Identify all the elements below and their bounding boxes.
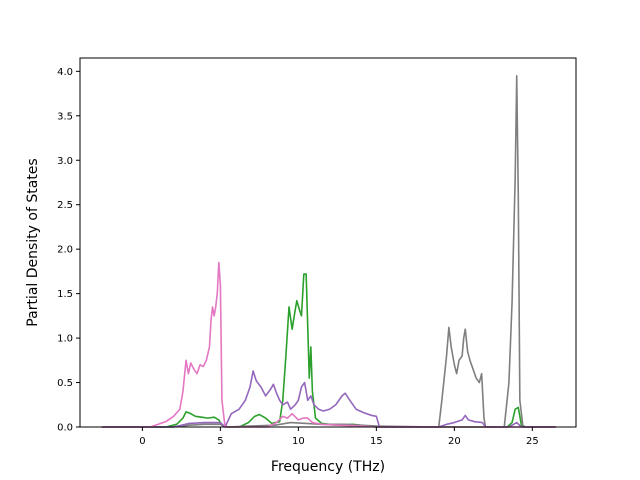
y-tick-label: 1.0 bbox=[57, 334, 73, 345]
y-axis-ticks: 0.0 0.5 1.0 1.5 2.0 2.5 3.0 3.5 4.0 bbox=[57, 67, 80, 434]
x-tick-label: 10 bbox=[292, 436, 305, 447]
series-line-4 bbox=[101, 261, 556, 428]
x-tick-label: 15 bbox=[370, 436, 383, 447]
y-tick-label: 1.5 bbox=[57, 289, 73, 300]
x-tick-label: 20 bbox=[448, 436, 461, 447]
series-line-2 bbox=[101, 74, 556, 428]
plot-frame bbox=[79, 57, 577, 428]
x-axis-ticks: 0 5 10 15 20 25 bbox=[139, 427, 539, 447]
y-axis-label: Partial Density of States bbox=[25, 158, 41, 326]
y-tick-label: 2.0 bbox=[57, 245, 73, 256]
x-tick-label: 25 bbox=[526, 436, 539, 447]
x-tick-label: 5 bbox=[217, 436, 223, 447]
x-axis-label: Frequency (THz) bbox=[271, 459, 385, 475]
x-tick-label: 0 bbox=[139, 436, 145, 447]
y-tick-label: 3.0 bbox=[57, 156, 73, 167]
y-tick-label: 0.0 bbox=[57, 423, 73, 434]
y-tick-label: 3.5 bbox=[57, 111, 73, 122]
y-tick-label: 4.0 bbox=[57, 67, 73, 78]
y-tick-label: 0.5 bbox=[57, 378, 73, 389]
y-tick-label: 2.5 bbox=[57, 200, 73, 211]
series-line-3 bbox=[101, 370, 556, 428]
